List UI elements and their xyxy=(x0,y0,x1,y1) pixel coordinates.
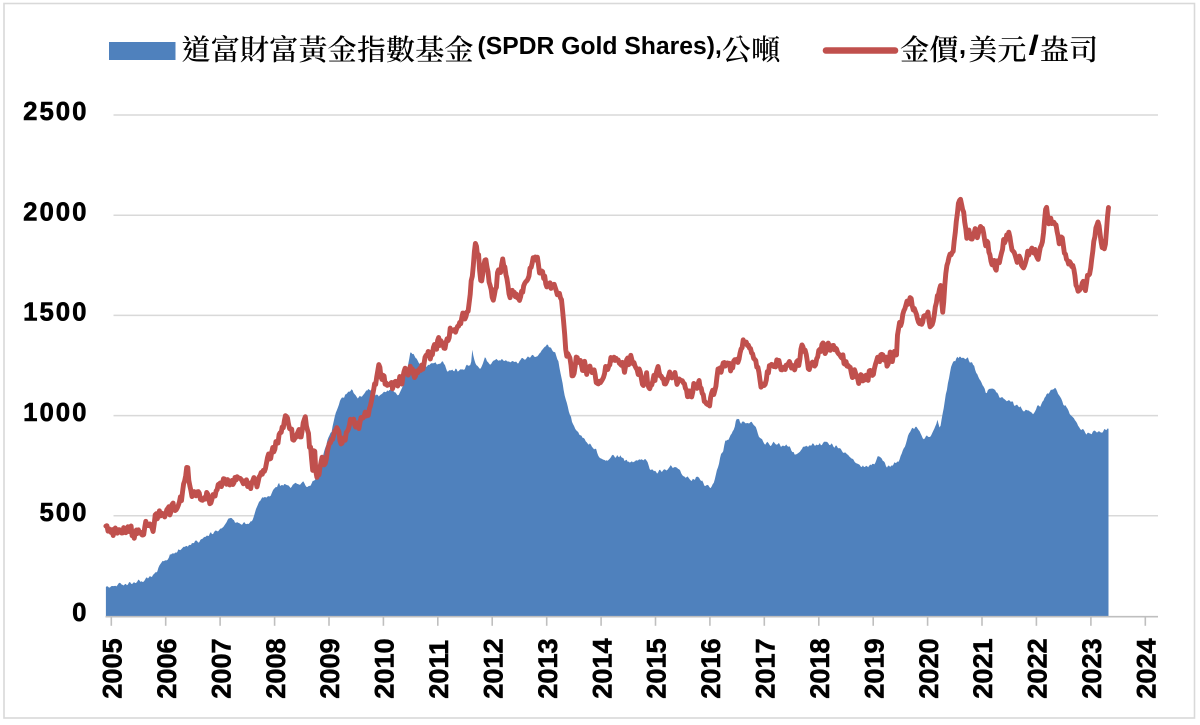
svg-text:2022: 2022 xyxy=(1022,638,1053,698)
svg-text:2006: 2006 xyxy=(151,638,182,698)
svg-text:2020: 2020 xyxy=(913,638,944,698)
svg-text:2007: 2007 xyxy=(205,638,236,698)
svg-text:2013: 2013 xyxy=(532,638,563,698)
svg-text:1000: 1000 xyxy=(23,399,88,427)
svg-text:2019: 2019 xyxy=(858,638,889,698)
svg-text:2018: 2018 xyxy=(804,638,835,698)
svg-text:0: 0 xyxy=(72,599,88,627)
svg-text:2008: 2008 xyxy=(260,638,291,698)
svg-text:2017: 2017 xyxy=(750,638,781,698)
svg-text:2012: 2012 xyxy=(477,638,508,698)
svg-text:2021: 2021 xyxy=(967,638,998,698)
svg-text:2014: 2014 xyxy=(586,638,617,698)
svg-text:2005: 2005 xyxy=(97,638,128,698)
svg-text:2010: 2010 xyxy=(369,638,400,698)
svg-text:2015: 2015 xyxy=(641,638,672,698)
svg-text:1500: 1500 xyxy=(23,299,88,327)
svg-text:2500: 2500 xyxy=(23,98,88,126)
svg-text:2009: 2009 xyxy=(314,638,345,698)
svg-text:500: 500 xyxy=(39,499,88,527)
svg-text:2011: 2011 xyxy=(423,640,454,699)
svg-text:2024: 2024 xyxy=(1131,638,1162,698)
svg-text:2000: 2000 xyxy=(23,198,88,226)
svg-text:2016: 2016 xyxy=(695,638,726,698)
svg-text:2023: 2023 xyxy=(1076,638,1107,698)
